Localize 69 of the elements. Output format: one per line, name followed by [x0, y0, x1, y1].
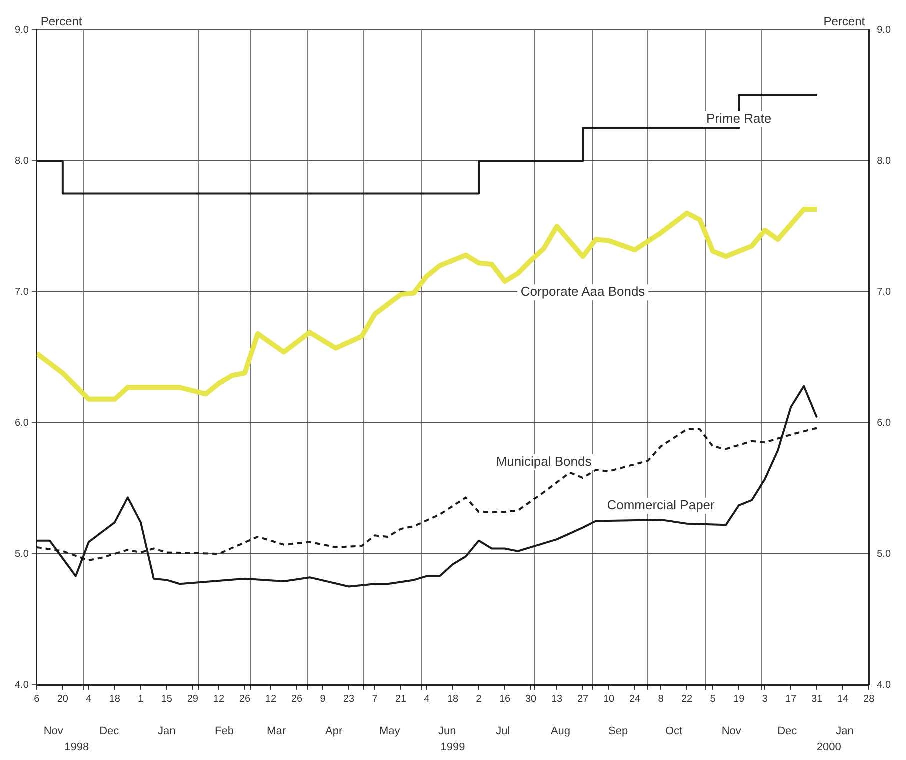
- x-tick-label: 1: [138, 694, 144, 705]
- x-tick-label: 20: [57, 694, 69, 705]
- x-tick-label: 2: [476, 694, 482, 705]
- y-tick-label: 5.0: [14, 548, 30, 560]
- x-tick-label: 15: [161, 694, 173, 705]
- series-label: Commercial Paper: [607, 498, 716, 513]
- x-tick-label: 24: [629, 694, 642, 705]
- x-tick-label: 18: [447, 694, 459, 705]
- x-tick-label: 23: [343, 694, 355, 705]
- x-tick-label: 13: [551, 694, 564, 705]
- text: Dec: [778, 726, 798, 738]
- x-tick-label: 12: [265, 694, 277, 705]
- y-axis-title: Percent: [40, 14, 83, 28]
- y-tick-label: 4.0: [14, 680, 30, 691]
- y-tick-label: 9.0: [14, 24, 30, 36]
- series-label: Municipal Bonds: [496, 454, 592, 470]
- series-label: Corporate Aaa Bonds: [520, 284, 646, 300]
- text: Nov: [44, 726, 64, 738]
- y2-tick-label: 5.0: [877, 548, 892, 560]
- x-tick-label: 10: [603, 694, 616, 705]
- x-tick-label: 4: [86, 694, 92, 705]
- x-tick-label: 3: [762, 694, 768, 705]
- x-tick-label: 22: [681, 694, 694, 705]
- text: Dec: [100, 726, 120, 738]
- text: Jan: [158, 726, 176, 738]
- y-tick-label: 8.0: [14, 156, 30, 167]
- y2-tick-label: 4.0: [877, 680, 892, 691]
- x-tick-label: 29: [187, 694, 199, 705]
- x-tick-label: 28: [864, 694, 876, 705]
- x-tick-label: 18: [109, 694, 121, 705]
- text: Apr: [326, 726, 344, 738]
- text: Jan: [836, 726, 854, 738]
- text: 1998: [64, 742, 90, 754]
- text: Feb: [215, 726, 234, 738]
- y2-tick-label: 6.0: [877, 418, 892, 429]
- y2-tick-label: 9.0: [877, 24, 892, 36]
- x-tick-label: 16: [499, 694, 512, 705]
- x-tick-label: 30: [525, 694, 538, 705]
- text: Sep: [608, 726, 628, 738]
- x-tick-label: 12: [213, 694, 225, 705]
- text: Mar: [267, 726, 286, 738]
- x-tick-label: 4: [424, 694, 430, 705]
- x-tick-label: 21: [395, 694, 407, 705]
- x-tick-label: 17: [786, 694, 798, 705]
- y-tick-label: 6.0: [14, 418, 30, 429]
- series-label: Prime Rate: [706, 111, 772, 126]
- text: 2000: [816, 742, 842, 754]
- text: Jun: [438, 726, 456, 738]
- y2-tick-label: 8.0: [877, 156, 892, 167]
- x-tick-label: 5: [710, 694, 716, 705]
- y-tick-label: 7.0: [14, 286, 30, 298]
- x-tick-label: 19: [734, 694, 746, 705]
- text: May: [379, 726, 401, 738]
- text: Nov: [722, 726, 742, 738]
- y2-axis-title: Percent: [824, 14, 866, 28]
- text: Jul: [496, 726, 510, 738]
- x-tick-label: 6: [34, 694, 40, 705]
- x-tick-label: 9: [320, 694, 326, 705]
- x-tick-label: 27: [577, 694, 590, 705]
- text: Oct: [665, 726, 683, 738]
- x-tick-label: 8: [658, 694, 664, 705]
- x-tick-label: 26: [239, 694, 251, 705]
- x-tick-label: 31: [812, 694, 824, 705]
- text: 1999: [440, 742, 466, 754]
- text: Aug: [550, 726, 571, 738]
- x-tick-label: 26: [291, 694, 303, 705]
- x-tick-label: 7: [372, 694, 378, 705]
- y2-tick-label: 7.0: [877, 286, 892, 298]
- x-tick-label: 14: [838, 694, 850, 705]
